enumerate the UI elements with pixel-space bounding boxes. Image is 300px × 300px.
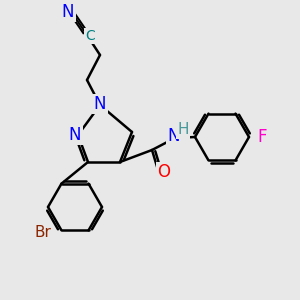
Text: H: H xyxy=(177,122,189,137)
Text: Br: Br xyxy=(34,225,52,240)
Text: N: N xyxy=(62,3,74,21)
Text: O: O xyxy=(158,163,170,181)
Text: N: N xyxy=(168,127,180,145)
Text: F: F xyxy=(257,128,266,146)
Text: C: C xyxy=(85,29,95,43)
Text: N: N xyxy=(94,95,106,113)
Text: N: N xyxy=(69,126,81,144)
